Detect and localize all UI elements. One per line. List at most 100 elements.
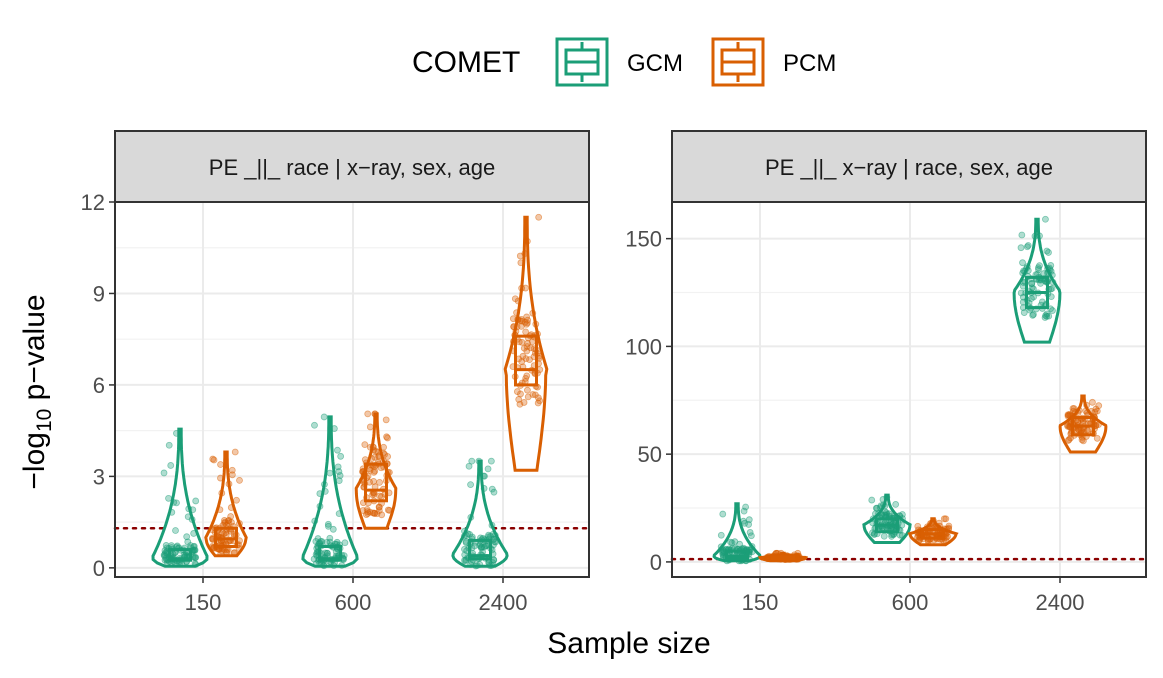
data-point xyxy=(1048,271,1056,279)
data-point xyxy=(335,468,343,475)
data-point xyxy=(467,514,475,521)
panel-1: PE _||_ race | x−ray, sex, age 0 3 6 9 12 150 6… xyxy=(81,130,591,615)
data-point xyxy=(335,510,343,518)
data-point xyxy=(481,472,488,480)
panel-title: PE _||_ race | x−ray, sex, age xyxy=(209,155,495,180)
data-point xyxy=(1045,312,1053,320)
data-point xyxy=(480,485,488,492)
box xyxy=(725,549,749,561)
data-point xyxy=(484,465,492,473)
data-point xyxy=(511,295,519,303)
box xyxy=(1071,416,1095,437)
data-point xyxy=(1035,266,1042,273)
data-point xyxy=(879,496,887,503)
data-point xyxy=(877,502,885,510)
data-point xyxy=(189,506,197,514)
data-point xyxy=(1035,264,1042,272)
data-point xyxy=(1018,231,1026,239)
data-point xyxy=(1024,242,1032,249)
data-point xyxy=(1083,409,1091,417)
data-point xyxy=(473,562,481,569)
data-point xyxy=(366,423,374,431)
data-point xyxy=(380,443,387,451)
data-point xyxy=(378,511,386,519)
data-point xyxy=(510,323,518,331)
data-point xyxy=(334,446,341,454)
data-point xyxy=(513,388,521,395)
violin-group-pcm-150 xyxy=(204,448,248,558)
data-point xyxy=(326,469,334,477)
data-point xyxy=(534,394,542,402)
data-point xyxy=(475,457,483,465)
data-point xyxy=(1019,259,1026,267)
y-tick-label: 0 xyxy=(93,556,105,581)
data-point xyxy=(337,452,345,460)
data-point xyxy=(529,309,537,317)
legend-label-gcm: GCM xyxy=(627,50,683,77)
y-tick-label: 3 xyxy=(93,464,105,489)
data-point xyxy=(231,448,239,456)
data-point xyxy=(216,506,224,514)
data-point xyxy=(717,531,725,539)
panel-title: PE _||_ x−ray | race, sex, age xyxy=(765,155,1053,180)
violin-group-pcm-2400 xyxy=(503,213,549,472)
panel-border xyxy=(671,201,1147,578)
violin-group-pcm-150 xyxy=(757,549,809,563)
violin-group-gcm-600 xyxy=(862,493,912,544)
box xyxy=(214,526,238,549)
box xyxy=(514,334,538,387)
data-point xyxy=(1095,421,1102,429)
data-point xyxy=(728,539,736,547)
data-point xyxy=(363,511,370,518)
y-tick-label: 100 xyxy=(625,334,662,359)
data-point xyxy=(741,519,749,527)
x-tick-label: 2400 xyxy=(479,590,528,615)
violin-group-pcm-2400 xyxy=(1058,394,1108,454)
data-point xyxy=(221,518,229,526)
y-tick-label: 12 xyxy=(81,190,105,215)
data-point xyxy=(794,555,802,563)
data-point xyxy=(375,453,383,461)
data-point xyxy=(168,508,176,516)
data-point xyxy=(524,393,532,401)
data-point xyxy=(1075,426,1083,434)
box xyxy=(364,462,388,503)
data-point xyxy=(323,538,331,546)
data-point xyxy=(361,441,369,449)
data-point xyxy=(167,462,175,469)
data-point xyxy=(528,338,536,346)
violin xyxy=(151,427,209,568)
data-point xyxy=(461,527,468,535)
data-point xyxy=(341,539,349,547)
data-point xyxy=(535,213,543,221)
data-point xyxy=(522,284,529,292)
data-point xyxy=(888,532,895,540)
data-point xyxy=(320,413,328,421)
data-point xyxy=(384,453,392,460)
data-point xyxy=(742,503,750,511)
data-point xyxy=(1074,409,1082,417)
data-point xyxy=(236,520,243,527)
violin-group-gcm-2400 xyxy=(451,457,509,570)
data-point xyxy=(745,516,753,524)
data-point xyxy=(165,494,172,502)
facet-panels: PE _||_ race | x−ray, sex, age 0 3 6 9 12 150 6… xyxy=(81,130,1148,615)
data-point xyxy=(372,447,380,455)
data-point xyxy=(1083,401,1091,409)
data-point xyxy=(160,551,168,559)
data-point xyxy=(210,456,218,464)
y-tick-label: 50 xyxy=(638,442,662,467)
data-point xyxy=(1019,269,1027,277)
data-point xyxy=(217,474,224,482)
data-point xyxy=(930,517,937,525)
y-tick-label: 9 xyxy=(93,281,105,306)
data-point xyxy=(165,441,173,449)
data-point xyxy=(325,522,332,530)
data-point xyxy=(485,531,492,539)
data-point xyxy=(162,542,170,549)
data-point xyxy=(1049,278,1057,286)
legend-label-pcm: PCM xyxy=(783,50,836,77)
data-point xyxy=(468,457,476,465)
y-axis-title-prefix: −log xyxy=(18,432,51,490)
